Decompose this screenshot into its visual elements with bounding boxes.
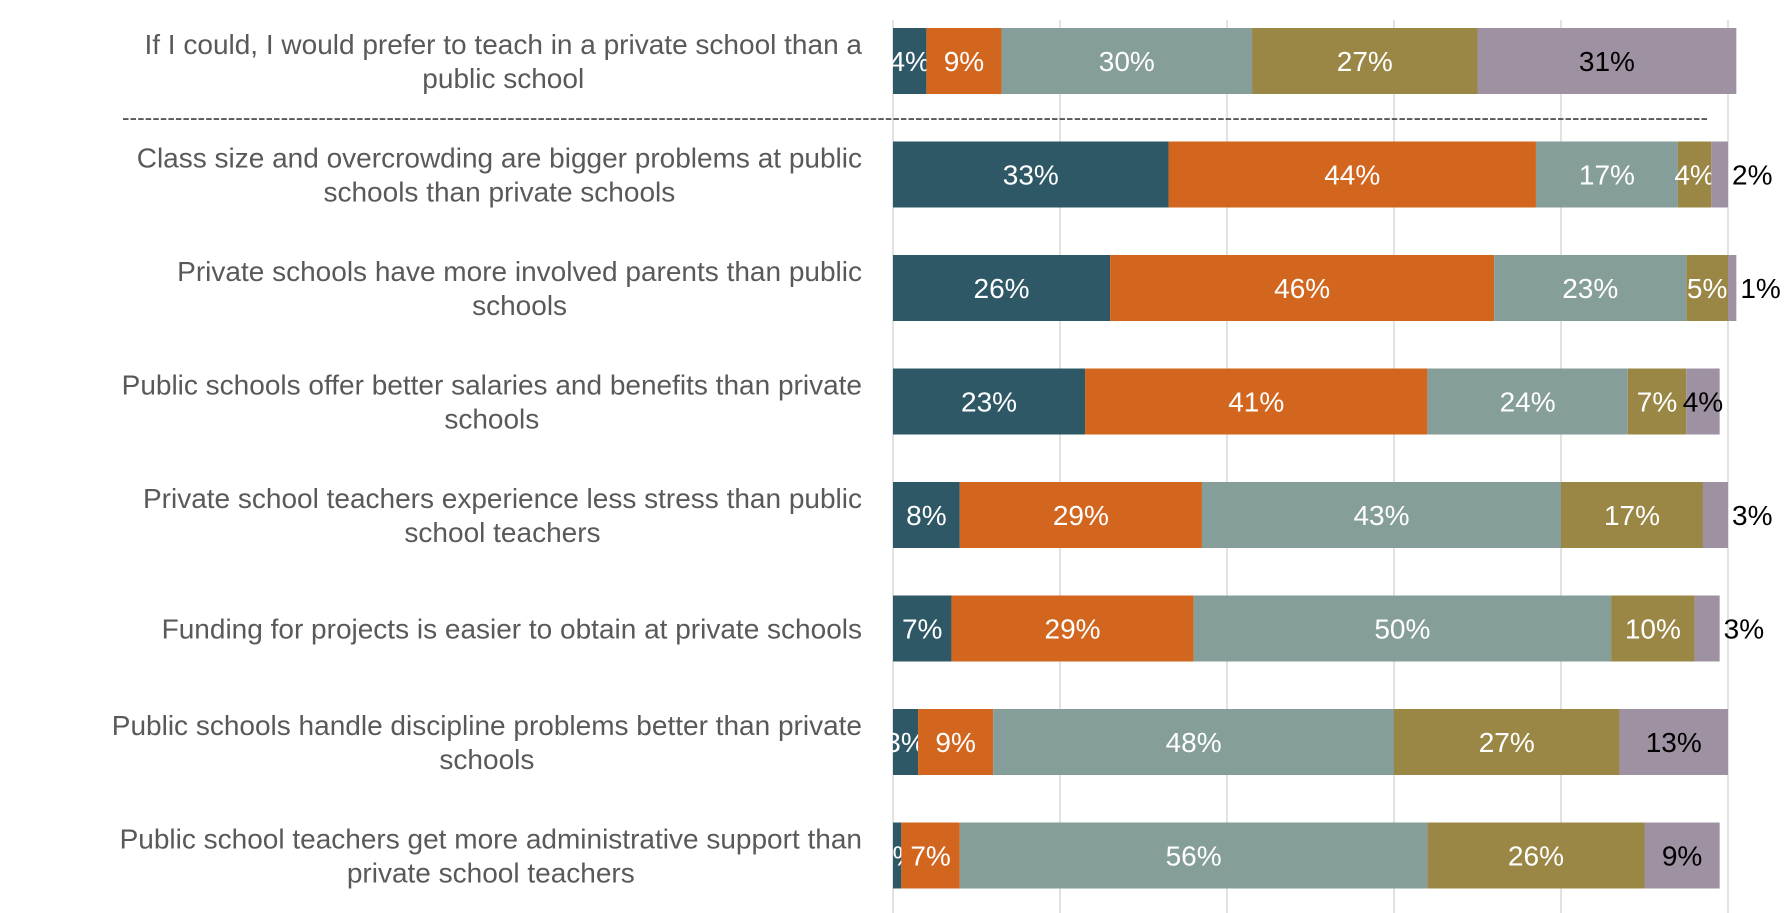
data-label: 3% (1724, 614, 1764, 645)
bar-segment (918, 709, 994, 775)
data-label: 8% (906, 500, 946, 531)
category-label: Public schools handle discipline problem… (112, 710, 862, 775)
data-label: 2% (1732, 160, 1772, 191)
data-label: 4% (1674, 160, 1714, 191)
bar-segment (893, 709, 919, 775)
bar-segment (1644, 822, 1720, 889)
bar-segment (893, 28, 927, 94)
data-label: 33% (1003, 160, 1059, 191)
bar-segment (893, 822, 902, 889)
data-label: 29% (1045, 614, 1101, 645)
bar-segment (1427, 822, 1645, 889)
category-label: Class size and overcrowding are bigger p… (137, 143, 862, 208)
data-label: 3% (1732, 500, 1772, 531)
data-label: 30% (1099, 46, 1155, 77)
bar-segment (1168, 141, 1536, 208)
bar-segment (1702, 482, 1728, 548)
data-label: 27% (1479, 727, 1535, 758)
bar-segment (1427, 368, 1628, 435)
bar-segment (1619, 709, 1728, 775)
data-label: 17% (1604, 500, 1660, 531)
bar-segment (926, 28, 1002, 94)
data-label: 43% (1353, 500, 1409, 531)
bar-segment (1201, 482, 1561, 548)
data-label: 50% (1374, 614, 1430, 645)
bar-segment (1477, 28, 1737, 94)
bar-segment (951, 595, 1194, 662)
category-label: Private schools have more involved paren… (177, 256, 862, 321)
bar-segment (1694, 595, 1720, 662)
data-label: 26% (1508, 841, 1564, 872)
bars: 4% 9% 30% 27% 31% 33% 44% 17% 4% 2% 26% 46% 23% 5% 1% 2… (877, 28, 1781, 889)
data-label: 9% (1662, 841, 1702, 872)
bar-segment (1561, 482, 1703, 548)
bar-segment (1252, 28, 1478, 94)
category-label: Public school teachers get more administ… (120, 824, 862, 889)
category-label: Funding for projects is easier to obtain… (162, 614, 862, 645)
data-label: 9% (935, 727, 975, 758)
bar-segment (893, 141, 1169, 208)
data-label: 26% (974, 273, 1030, 304)
data-label: 27% (1337, 46, 1393, 77)
data-label: 7% (910, 841, 950, 872)
data-label: 9% (944, 46, 984, 77)
bar-segment (959, 482, 1202, 548)
data-label: 31% (1579, 46, 1635, 77)
section-divider: ----------------------------------------… (122, 105, 1708, 132)
category-label: If I could, I would prefer to teach in a… (144, 29, 862, 94)
bar-segment (1728, 255, 1737, 321)
category-labels: If I could, I would prefer to teach in a… (112, 29, 863, 889)
bar-segment (1686, 368, 1720, 435)
data-label: 41% (1228, 387, 1284, 418)
data-label: 44% (1324, 160, 1380, 191)
data-label: 23% (961, 387, 1017, 418)
data-label: 56% (1166, 841, 1222, 872)
bar-segment (893, 368, 1086, 435)
bar-segment (1193, 595, 1612, 662)
bar-segment (1711, 141, 1728, 208)
bar-segment (1686, 255, 1728, 321)
category-label: Private school teachers experience less … (143, 483, 862, 548)
bar-segment (1085, 368, 1428, 435)
bar-segment (1627, 368, 1687, 435)
bar-segment (1611, 595, 1695, 662)
data-label: 17% (1579, 160, 1635, 191)
data-label: 7% (1637, 387, 1677, 418)
bar-segment (1677, 141, 1712, 208)
bar-segment (959, 822, 1428, 889)
data-label: 5% (1687, 273, 1727, 304)
bar-segment (893, 255, 1111, 321)
data-label: 24% (1500, 387, 1556, 418)
bar-segment (993, 709, 1394, 775)
data-label: 46% (1274, 273, 1330, 304)
data-label: 7% (902, 614, 942, 645)
bar-segment (1394, 709, 1620, 775)
data-label: 4% (1683, 387, 1723, 418)
bar-segment (893, 482, 960, 548)
category-label: Public schools offer better salaries and… (122, 370, 862, 435)
data-label: 4% (889, 46, 929, 77)
data-label: 29% (1053, 500, 1109, 531)
bar-segment (893, 595, 952, 662)
bar-segment (901, 822, 960, 889)
data-label: 23% (1562, 273, 1618, 304)
bar-segment (1535, 141, 1678, 208)
data-label: 10% (1625, 614, 1681, 645)
data-label: 13% (1646, 727, 1702, 758)
bar-segment (1494, 255, 1687, 321)
data-label: 1% (1740, 273, 1780, 304)
bar-segment (1001, 28, 1253, 94)
bar-segment (1110, 255, 1495, 321)
data-label: 48% (1166, 727, 1222, 758)
